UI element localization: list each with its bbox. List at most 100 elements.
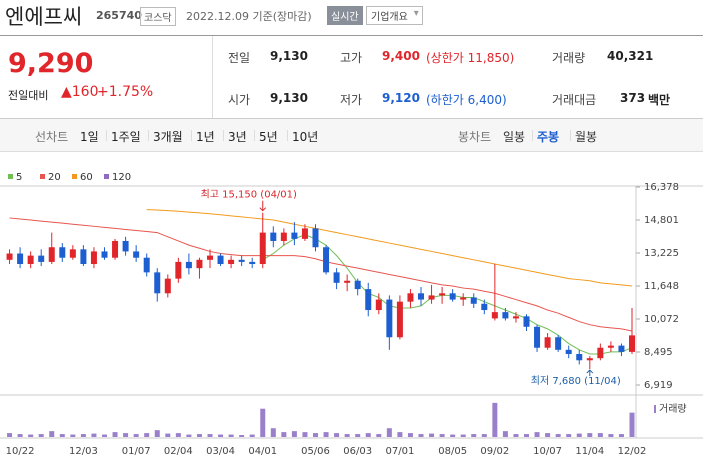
tab[interactable]: 5년	[259, 130, 278, 144]
volume-bar	[102, 434, 107, 437]
volume-bar	[460, 434, 466, 437]
candle-body	[154, 272, 161, 294]
candle-body	[523, 316, 530, 327]
volume-bar	[207, 434, 213, 437]
info-label: 고가	[340, 51, 363, 65]
candle-body	[512, 316, 519, 319]
volume-bar	[59, 434, 65, 437]
volume-bar	[597, 433, 603, 437]
volume-bar	[249, 434, 255, 437]
candle-body	[365, 289, 372, 311]
change: ▲160	[61, 84, 99, 100]
candle-body	[386, 299, 393, 338]
candle-body	[133, 251, 140, 258]
volume-bar	[38, 434, 44, 437]
candle-body	[249, 261, 256, 264]
moving-average	[262, 234, 633, 355]
tab-separator	[223, 130, 224, 141]
candle-body	[534, 326, 541, 348]
change-rate: +1.75%	[97, 84, 154, 100]
volume-bar	[175, 433, 181, 437]
candle-body	[470, 297, 477, 304]
volume-bar	[323, 432, 329, 437]
volume-bar	[334, 433, 340, 437]
volume-bar	[239, 435, 245, 437]
volume-bar	[576, 433, 582, 437]
volume-bar	[618, 434, 624, 437]
candle-body	[112, 240, 119, 258]
info-value: 373	[620, 91, 646, 105]
company-button[interactable]: 기업개요 ▾	[366, 6, 423, 25]
volume-bar	[228, 434, 234, 437]
legend-label: 20	[48, 172, 61, 183]
price: 9,290	[8, 48, 94, 79]
candle-body	[460, 297, 467, 300]
candle-body	[407, 293, 414, 302]
volume-bar	[49, 431, 55, 437]
tab[interactable]: 1년	[196, 130, 215, 144]
x-tick-label: 05/06	[301, 446, 330, 457]
volume-bar	[165, 433, 171, 437]
info-label: 시가	[228, 93, 251, 107]
volume-bar	[80, 434, 86, 437]
tab[interactable]: 1일	[80, 130, 99, 144]
annotation-arrowhead	[586, 369, 594, 374]
volume-bar	[260, 408, 266, 437]
divider	[212, 36, 213, 118]
tab[interactable]: 일봉	[503, 130, 526, 144]
tab-bar	[0, 118, 703, 152]
candle-body	[312, 228, 319, 248]
legend-label: 5	[16, 172, 22, 183]
tab[interactable]: 월봉	[575, 130, 598, 144]
volume-bar	[587, 433, 593, 437]
candle-body	[6, 253, 13, 260]
x-tick-label: 07/01	[385, 446, 414, 457]
tab[interactable]: 3개월	[153, 130, 183, 144]
divider	[0, 35, 703, 36]
candle-body	[238, 259, 245, 262]
volume-bar	[439, 434, 445, 437]
volume-bar	[450, 434, 456, 437]
x-tick-label: 08/05	[438, 446, 467, 457]
volume-bar	[545, 433, 551, 437]
x-tick-label: 11/04	[575, 446, 604, 457]
volume-bar	[302, 432, 308, 437]
tab[interactable]: 10년	[292, 130, 319, 144]
company-label: 기업개요	[371, 12, 408, 23]
volume-bar	[429, 433, 435, 437]
candle-body	[428, 295, 435, 300]
volume-bar	[386, 428, 392, 437]
tab-separator	[254, 130, 255, 141]
tab[interactable]: 주봉	[537, 130, 560, 144]
candle-body	[17, 253, 24, 264]
x-tick-label: 12/02	[618, 446, 647, 457]
stock-name: 엔에프씨	[5, 5, 83, 29]
x-tick-label: 09/02	[480, 446, 509, 457]
candle-body	[491, 312, 498, 319]
realtime-button[interactable]: 실시간	[327, 6, 363, 25]
candle-body	[175, 261, 182, 279]
candle-body	[597, 347, 604, 359]
x-tick-label: 10/22	[6, 446, 35, 457]
x-tick-label: 10/07	[533, 446, 562, 457]
tab[interactable]: 3년	[228, 130, 247, 144]
candle-body	[143, 257, 150, 273]
x-tick-label: 04/01	[248, 446, 277, 457]
candle-body	[80, 249, 87, 264]
moving-average	[9, 217, 633, 332]
volume-bar	[291, 431, 297, 437]
y-tick-label: 8,495	[644, 347, 673, 358]
legend-swatch	[40, 174, 45, 179]
candle-body	[586, 358, 593, 361]
candle-body	[333, 272, 340, 283]
candle-body	[217, 255, 224, 264]
candle-body	[101, 251, 108, 258]
tab[interactable]: 1주일	[111, 130, 141, 144]
candle-body	[207, 255, 213, 260]
y-tick-label: 14,801	[644, 215, 679, 226]
volume-bar	[534, 432, 540, 437]
tab-separator	[106, 130, 107, 141]
candle-body	[164, 278, 171, 294]
candle-body	[375, 299, 382, 311]
y-tick-label: 10,072	[644, 314, 679, 325]
